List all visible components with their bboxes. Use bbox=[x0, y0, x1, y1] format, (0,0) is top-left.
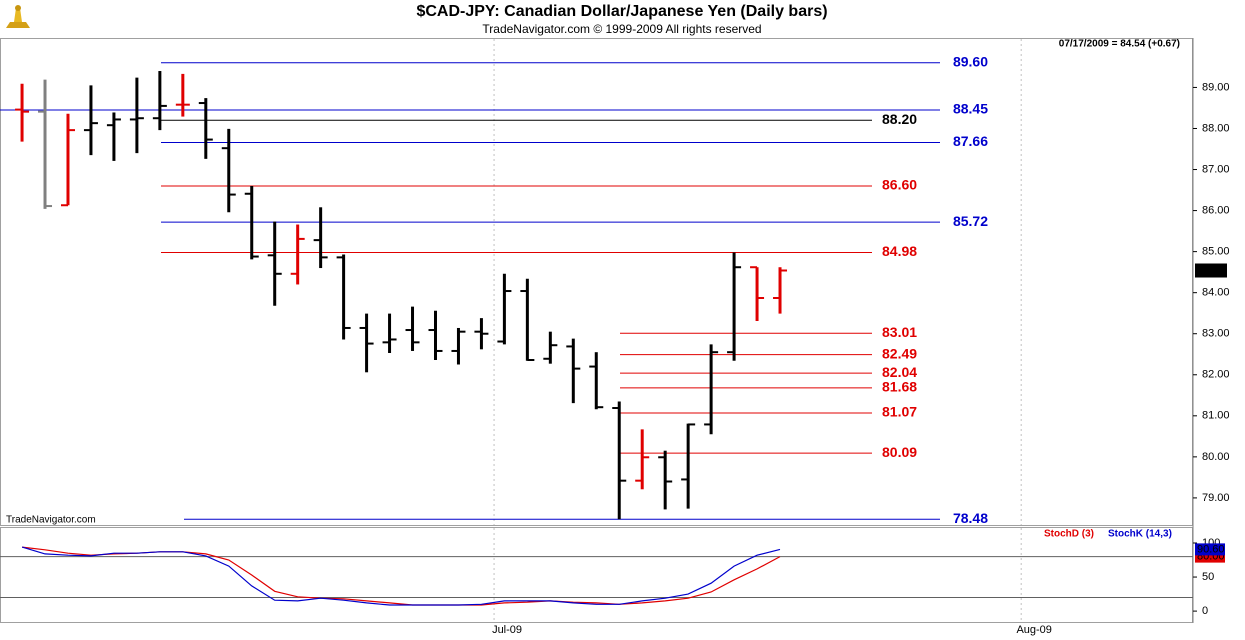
y-tick-label: 89.00 bbox=[1202, 81, 1230, 93]
level-label: 82.49 bbox=[882, 345, 917, 361]
y-tick-label: 0 bbox=[1202, 605, 1208, 617]
stoch-line bbox=[21, 546, 781, 606]
logo bbox=[6, 5, 30, 28]
y-tick-label: 83.00 bbox=[1202, 328, 1230, 340]
y-tick-label: 80.00 bbox=[1202, 451, 1230, 463]
level-label: 84.98 bbox=[882, 243, 917, 259]
legend-entry: StochK (14,3) bbox=[1108, 529, 1172, 540]
last-price-box bbox=[1195, 263, 1227, 278]
last-price-label: 84.54 bbox=[1197, 264, 1225, 276]
value-label: 90.60 bbox=[1197, 543, 1225, 555]
y-tick-label: 81.00 bbox=[1202, 410, 1230, 422]
level-label: 89.60 bbox=[953, 54, 988, 70]
value-label-box bbox=[1195, 543, 1225, 556]
level-label: 88.45 bbox=[953, 101, 988, 117]
y-tick-label: 86.00 bbox=[1202, 204, 1230, 216]
y-tick-label: 79.00 bbox=[1202, 492, 1230, 504]
price-annotation: 07/17/2009 = 84.54 (+0.67) bbox=[1059, 39, 1180, 50]
x-tick-label: Aug-09 bbox=[1016, 624, 1051, 636]
level-label: 78.48 bbox=[953, 510, 988, 526]
level-label: 87.66 bbox=[953, 133, 988, 149]
y-tick-label: 50 bbox=[1202, 571, 1214, 583]
x-tick-label: Jul-09 bbox=[492, 624, 522, 636]
level-label: 81.68 bbox=[882, 379, 917, 395]
level-label: 80.09 bbox=[882, 444, 917, 460]
y-tick-label: 85.00 bbox=[1202, 246, 1230, 258]
level-label: 86.60 bbox=[882, 177, 917, 193]
watermark: TradeNavigator.com bbox=[6, 515, 96, 526]
y-tick-label: 87.00 bbox=[1202, 163, 1230, 175]
level-label: 82.04 bbox=[882, 364, 917, 380]
level-label: 88.20 bbox=[882, 111, 917, 127]
legend-entry: StochD (3) bbox=[1044, 529, 1094, 540]
y-tick-label: 84.00 bbox=[1202, 287, 1230, 299]
y-tick-label: 82.00 bbox=[1202, 369, 1230, 381]
level-label: 85.72 bbox=[953, 213, 988, 229]
level-label: 81.07 bbox=[882, 404, 917, 420]
y-tick-label: 88.00 bbox=[1202, 122, 1230, 134]
chart-title: $CAD-JPY: Canadian Dollar/Japanese Yen (… bbox=[416, 3, 827, 20]
level-label: 83.01 bbox=[882, 324, 917, 340]
chart-subtitle: TradeNavigator.com © 1999-2009 All right… bbox=[482, 22, 761, 36]
